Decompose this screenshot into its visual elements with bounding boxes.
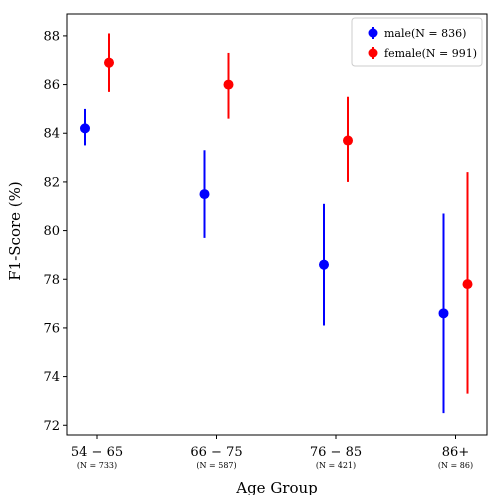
plot-area — [80, 33, 473, 414]
x-tick-count: (N = 86) — [438, 461, 473, 470]
point-male — [80, 123, 90, 134]
legend-label: female(N = 991) — [384, 47, 477, 60]
y-tick-label: 88 — [43, 29, 60, 44]
legend-label: male(N = 836) — [384, 27, 466, 40]
y-tick-label: 80 — [43, 224, 60, 239]
y-tick-label: 84 — [43, 127, 60, 142]
y-tick-label: 74 — [43, 370, 60, 385]
x-tick-count: (N = 733) — [77, 461, 117, 470]
y-axis-title: F1-Score (%) — [6, 181, 24, 281]
y-tick-label: 86 — [43, 78, 60, 93]
plot-frame — [66, 13, 488, 436]
x-axis-title: Age Group — [235, 479, 318, 495]
legend-swatch-marker — [368, 48, 378, 58]
point-female — [104, 57, 114, 68]
point-male — [199, 189, 210, 200]
y-axis: 72 74 76 78 80 82 84 86 88 — [43, 29, 67, 434]
x-tick-label: 54 − 65 — [71, 445, 123, 460]
x-tick-count: (N = 587) — [196, 461, 236, 470]
point-female — [343, 135, 353, 146]
x-tick-count: (N = 421) — [316, 461, 356, 470]
x-axis: 54 − 65(N = 733)66 − 75(N = 587)76 − 85(… — [71, 435, 473, 470]
point-male — [319, 259, 329, 270]
legend-box — [351, 17, 483, 67]
x-tick-label: 66 − 75 — [190, 445, 242, 460]
x-tick-label: 86+ — [442, 445, 469, 460]
y-tick-label: 78 — [43, 273, 60, 288]
legend-swatch-marker — [368, 28, 378, 38]
point-female — [462, 279, 473, 290]
y-tick-label: 76 — [43, 321, 60, 336]
point-male — [438, 308, 449, 319]
x-tick-label: 76 − 85 — [310, 445, 362, 460]
y-tick-label: 72 — [43, 419, 60, 434]
point-female — [223, 79, 234, 90]
y-tick-label: 82 — [43, 175, 60, 190]
legend: male(N = 836) female(N = 991) — [351, 17, 483, 67]
